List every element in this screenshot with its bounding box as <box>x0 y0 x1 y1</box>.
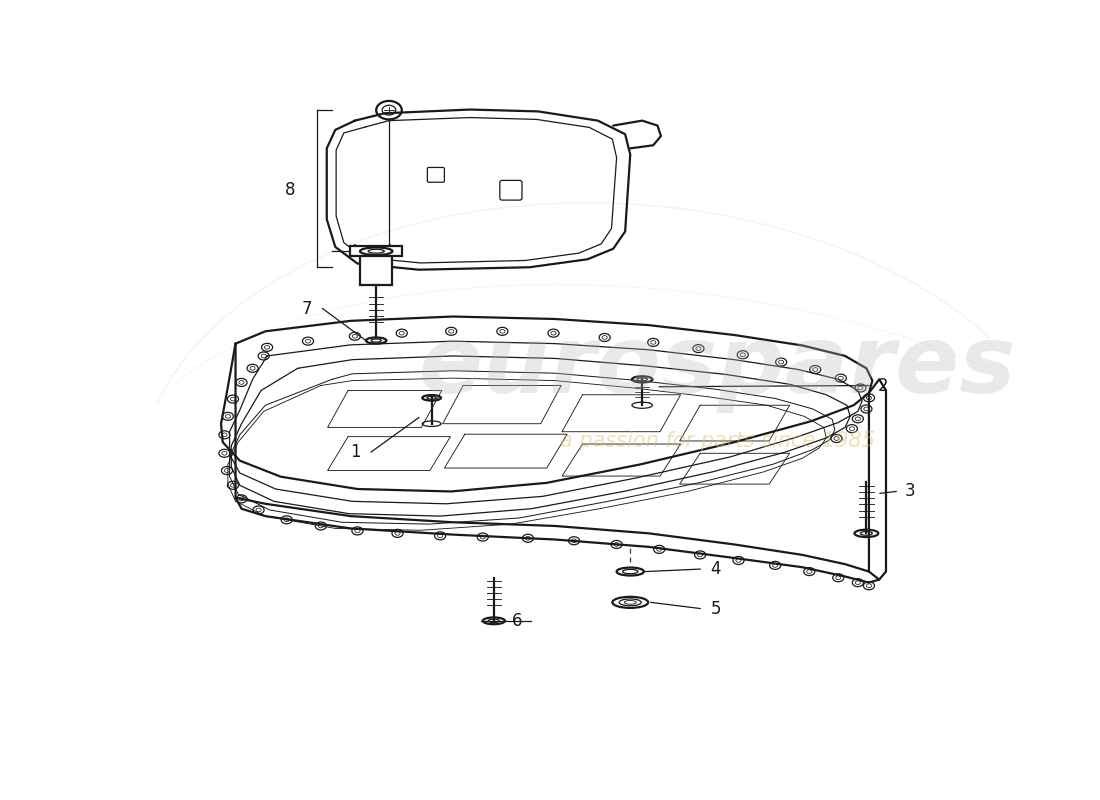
Text: a passion for parts since 1985: a passion for parts since 1985 <box>560 431 874 451</box>
Ellipse shape <box>366 338 386 344</box>
Ellipse shape <box>619 599 641 606</box>
Ellipse shape <box>422 395 441 401</box>
Ellipse shape <box>360 247 393 255</box>
Text: 4: 4 <box>711 560 720 578</box>
Ellipse shape <box>422 421 441 426</box>
Ellipse shape <box>483 618 505 624</box>
Ellipse shape <box>613 597 648 608</box>
Ellipse shape <box>631 402 652 408</box>
Bar <box>350 246 403 256</box>
Text: 6: 6 <box>513 612 522 630</box>
Text: eurospares: eurospares <box>418 321 1016 413</box>
Ellipse shape <box>623 570 638 574</box>
Text: 8: 8 <box>285 181 295 198</box>
Ellipse shape <box>860 531 872 535</box>
Bar <box>360 251 393 285</box>
Ellipse shape <box>371 339 382 342</box>
Ellipse shape <box>427 397 437 399</box>
Ellipse shape <box>368 250 384 253</box>
Text: 1: 1 <box>350 443 361 461</box>
Text: 5: 5 <box>711 599 720 618</box>
Ellipse shape <box>637 378 647 381</box>
Text: 3: 3 <box>904 482 915 501</box>
Text: 2: 2 <box>878 377 888 394</box>
Ellipse shape <box>855 530 878 537</box>
Text: 7: 7 <box>301 299 312 318</box>
Ellipse shape <box>617 567 643 575</box>
Ellipse shape <box>631 376 652 382</box>
Ellipse shape <box>625 601 636 604</box>
Ellipse shape <box>488 619 499 622</box>
